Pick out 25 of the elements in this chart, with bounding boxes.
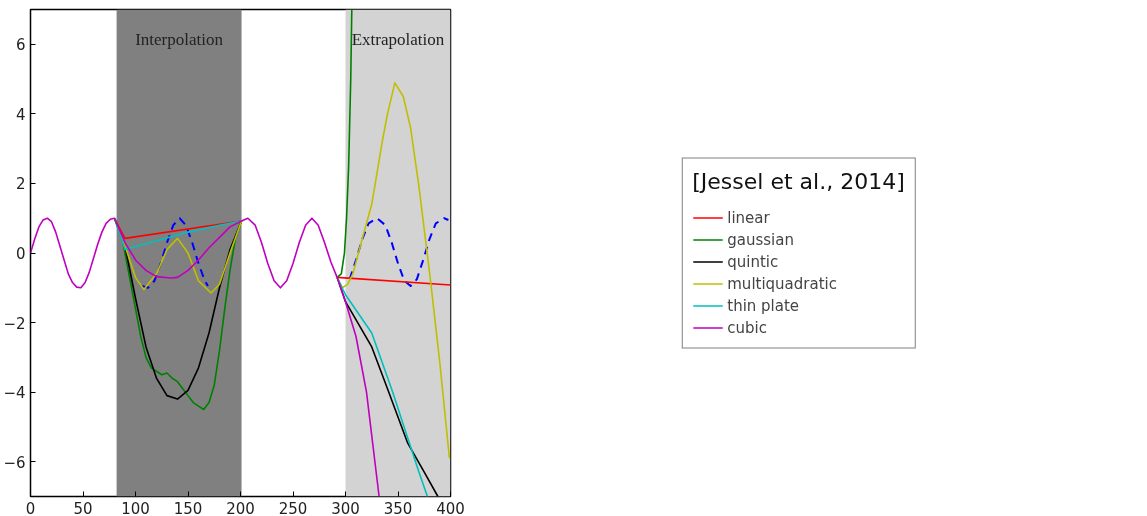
y-tick-label: −4: [3, 384, 26, 403]
legend-label: linear: [727, 207, 770, 227]
legend-label: multiquadratic: [727, 273, 837, 293]
y-tick-label: 6: [15, 36, 26, 55]
x-tick-label: 350: [383, 499, 413, 516]
legend-label: quintic: [727, 251, 779, 271]
x-tick-label: 250: [278, 499, 308, 516]
legend-label: cubic: [727, 317, 767, 337]
band-label: Interpolation: [135, 29, 224, 49]
line-series: [30, 217, 380, 497]
x-tick-label: 300: [331, 499, 360, 516]
x-tick-label: 400: [436, 499, 465, 516]
y-tick-label: −6: [3, 453, 26, 472]
x-tick-label: 150: [173, 499, 203, 516]
y-tick-label: 0: [15, 245, 26, 263]
y-tick-label: 2: [15, 175, 26, 194]
band-label: Extrapolation: [351, 29, 445, 49]
text: [Jessel et al., 2014]: [692, 168, 905, 193]
x-tick-label: 200: [226, 499, 255, 516]
y-tick-label: 4: [15, 105, 26, 124]
y-tick-label: −2: [3, 314, 26, 333]
legend-label: thin plate: [727, 295, 800, 315]
x-tick-label: 50: [73, 499, 93, 516]
legend-label: gaussian: [727, 229, 794, 249]
x-tick-label: 100: [121, 499, 150, 516]
